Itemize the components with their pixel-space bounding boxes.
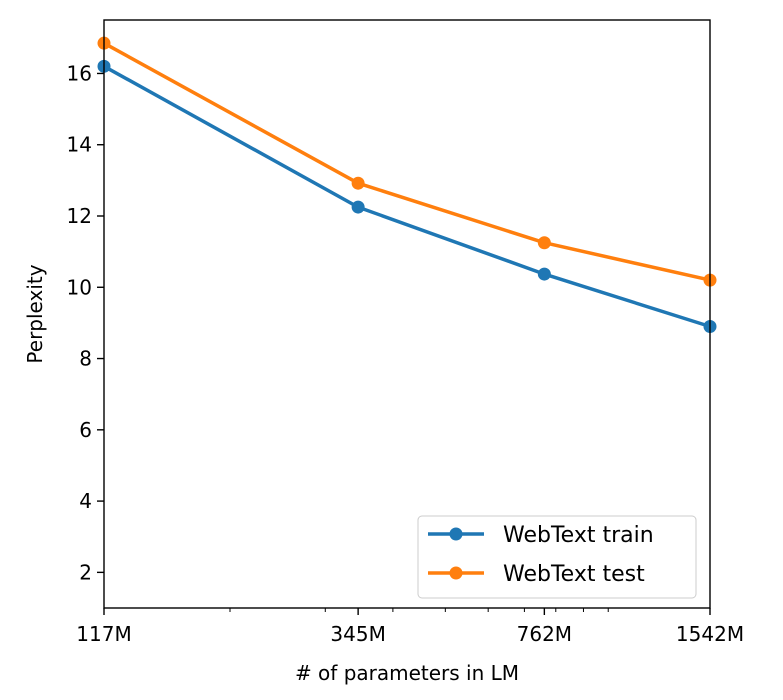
- plot-frame: [103, 19, 711, 609]
- y-tick-label: 14: [67, 133, 92, 157]
- data-point: [537, 236, 551, 250]
- series-layer: [97, 36, 717, 333]
- x-axis-label: # of parameters in LM: [295, 661, 519, 685]
- data-point: [351, 200, 365, 214]
- x-tick-label: 1542M: [676, 622, 744, 646]
- y-tick-label: 2: [79, 560, 92, 584]
- series-line-0: [103, 64, 711, 329]
- y-tick-label: 12: [67, 204, 92, 228]
- x-tick-label: 345M: [330, 622, 385, 646]
- y-tick-label: 8: [79, 347, 92, 371]
- legend-marker-train: [449, 527, 463, 541]
- legend-box: [417, 515, 697, 599]
- legend-label-test: WebText test: [503, 562, 645, 587]
- x-tick-label: 117M: [76, 622, 131, 646]
- legend-marker-test: [449, 566, 463, 580]
- legend: WebText train WebText test: [417, 515, 697, 599]
- y-tick-label: 4: [79, 489, 92, 513]
- y-tick-label: 6: [79, 418, 92, 442]
- data-point: [537, 267, 551, 281]
- y-tick-label: 16: [67, 61, 92, 85]
- y-tick-label: 10: [67, 275, 92, 299]
- series-line-1: [103, 41, 711, 282]
- x-axis: 117M 345M 762M 1542M: [76, 608, 744, 646]
- y-axis-label: Perplexity: [23, 264, 47, 363]
- data-point: [351, 176, 365, 190]
- y-axis: 2 4 6 8 10 12 14 16: [67, 61, 104, 584]
- x-tick-label: 762M: [517, 622, 572, 646]
- legend-label-train: WebText train: [503, 523, 654, 548]
